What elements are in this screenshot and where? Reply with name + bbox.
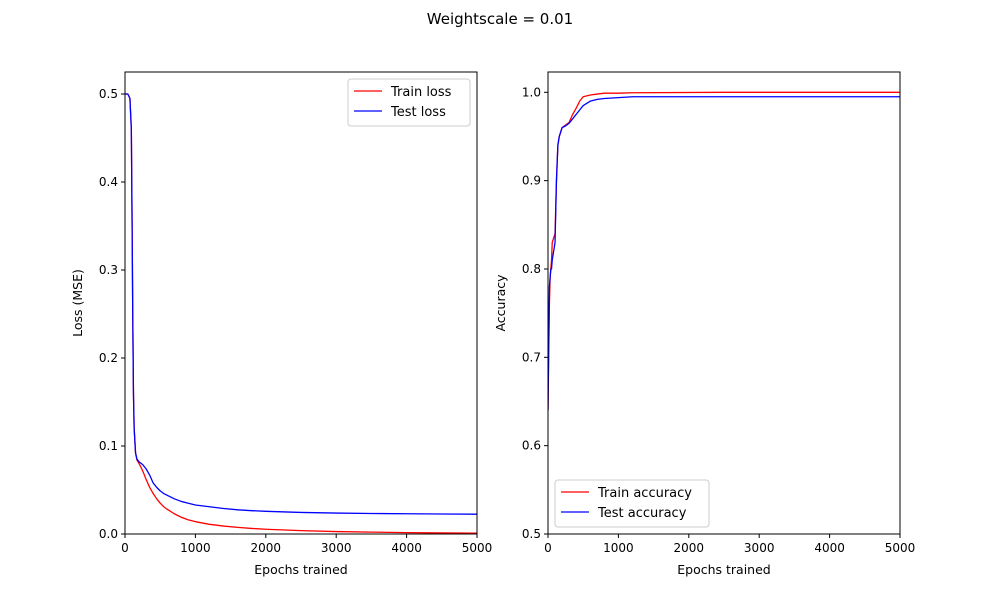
y-tick-label: 0.2 — [99, 351, 118, 365]
legend: Train loss Test loss — [347, 78, 471, 127]
y-tick-label: 0.6 — [522, 439, 541, 453]
series-line-test-accuracy — [548, 96, 900, 411]
series-line-train-accuracy — [548, 91, 900, 411]
x-tick-label: 3000 — [321, 541, 352, 555]
x-tick-label: 4000 — [391, 541, 422, 555]
legend-label: Test loss — [390, 105, 446, 120]
legend-label: Test accuracy — [597, 506, 687, 521]
y-tick-label: 0.1 — [99, 439, 118, 453]
x-tick-label: 5000 — [885, 541, 916, 555]
y-axis-label: Accuracy — [493, 274, 508, 332]
x-tick-label: 3000 — [744, 541, 775, 555]
legend: Train accuracy Test accuracy — [554, 479, 710, 528]
legend-box — [554, 479, 710, 528]
y-tick-label: 0.9 — [522, 174, 541, 188]
y-tick-label: 0.8 — [522, 262, 541, 276]
x-tick-label: 0 — [121, 541, 129, 555]
y-tick-label: 0.5 — [99, 87, 118, 101]
axes-frame — [124, 71, 478, 535]
x-tick-label: 4000 — [814, 541, 845, 555]
series-line-train-loss — [125, 93, 477, 534]
x-axis-label: Epochs trained — [677, 562, 770, 577]
loss-chart: 0 1000 2000 3000 4000 5000 0.0 0.1 0.2 0.3 0.4 0.5 E… — [70, 71, 493, 577]
x-tick-label: 0 — [544, 541, 552, 555]
legend-label: Train accuracy — [597, 486, 692, 501]
x-tick-label: 2000 — [251, 541, 282, 555]
x-tick-label: 2000 — [674, 541, 705, 555]
series-line-test-loss — [125, 93, 477, 515]
x-tick-label: 1000 — [180, 541, 211, 555]
y-axis-label: Loss (MSE) — [70, 269, 85, 337]
figure-title: Weightscale = 0.01 — [427, 10, 573, 28]
y-tick-label: 0.7 — [522, 350, 541, 364]
y-tick-label: 1.0 — [522, 85, 541, 99]
y-tick-label: 0.4 — [99, 175, 118, 189]
x-axis-label: Epochs trained — [254, 562, 347, 577]
x-tick-label: 5000 — [462, 541, 493, 555]
y-tick-label: 0.5 — [522, 527, 541, 541]
x-tick-label: 1000 — [603, 541, 634, 555]
accuracy-chart: 0 1000 2000 3000 4000 5000 0.5 0.6 0.7 0.8 0.9 1.0 E… — [493, 71, 916, 577]
y-tick-label: 0.3 — [99, 263, 118, 277]
axes-frame — [547, 71, 901, 535]
legend-label: Train loss — [390, 85, 452, 100]
y-tick-label: 0.0 — [99, 527, 118, 541]
